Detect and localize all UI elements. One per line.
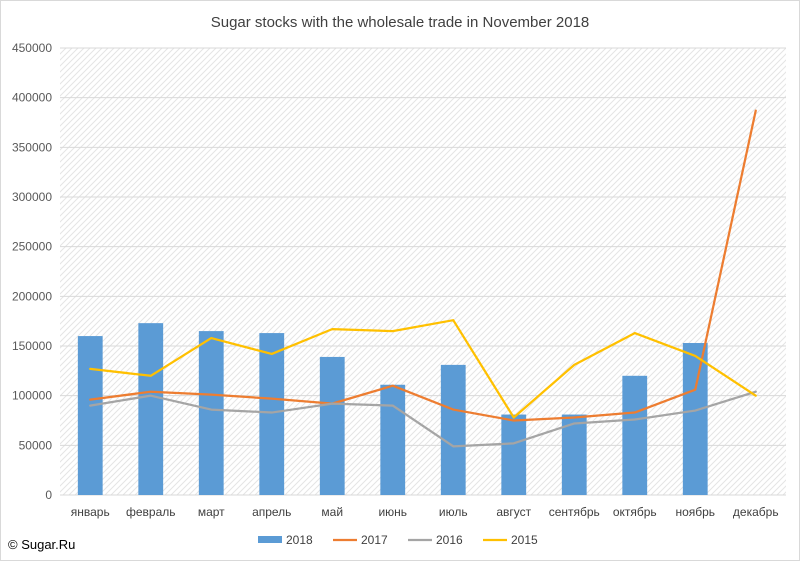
x-tick-label: апрель xyxy=(252,505,291,519)
legend-label-2016: 2016 xyxy=(436,533,463,547)
bar-2018 xyxy=(138,323,164,495)
x-tick-label: январь xyxy=(71,505,110,519)
y-tick-label: 50000 xyxy=(19,438,53,452)
legend: 2018 2017 2016 2015 xyxy=(258,533,538,547)
legend-label-2018: 2018 xyxy=(286,533,313,547)
bar-2018 xyxy=(440,364,466,495)
y-tick-label: 100000 xyxy=(12,389,52,403)
x-tick-label: март xyxy=(198,505,225,519)
line-series-2017 xyxy=(89,109,757,422)
chart-title: Sugar stocks with the wholesale trade in… xyxy=(211,14,590,31)
bar-2018 xyxy=(198,331,224,495)
legend-swatch-2018 xyxy=(258,536,282,543)
y-tick-label: 400000 xyxy=(12,91,52,105)
bar-2018 xyxy=(259,333,285,495)
x-tick-label: май xyxy=(321,505,343,519)
line-series-2016 xyxy=(89,390,757,448)
bar-2018 xyxy=(561,414,587,495)
x-tick-label: июль xyxy=(439,505,468,519)
line-series xyxy=(89,109,757,448)
line-series-2015 xyxy=(89,319,757,419)
x-tick-label: февраль xyxy=(126,505,176,519)
x-axis-ticks: январь февраль март апрель май июнь июль август… xyxy=(71,505,779,519)
bar-2018 xyxy=(501,414,527,495)
copyright-text: © Sugar.Ru xyxy=(8,537,76,552)
x-tick-label: ноябрь xyxy=(675,505,715,519)
y-tick-label: 150000 xyxy=(12,339,52,353)
x-tick-label: август xyxy=(496,505,531,519)
y-tick-label: 300000 xyxy=(12,190,52,204)
x-tick-label: декабрь xyxy=(733,505,779,519)
legend-label-2015: 2015 xyxy=(511,533,538,547)
legend-label-2017: 2017 xyxy=(361,533,388,547)
y-tick-label: 250000 xyxy=(12,240,52,254)
gridlines xyxy=(60,47,786,496)
bar-2018 xyxy=(380,384,406,495)
x-tick-label: сентябрь xyxy=(549,505,600,519)
x-tick-label: июнь xyxy=(378,505,407,519)
y-tick-label: 200000 xyxy=(12,289,52,303)
bar-series-2018 xyxy=(77,323,708,495)
plot-background xyxy=(60,48,786,495)
y-axis-ticks: 0 50000 100000 150000 200000 250000 300000 3500… xyxy=(12,41,52,502)
bar-2018 xyxy=(77,336,103,495)
y-tick-label: 350000 xyxy=(12,140,52,154)
x-tick-label: октябрь xyxy=(613,505,657,519)
plot-area xyxy=(60,48,786,495)
bar-2018 xyxy=(319,356,345,495)
y-tick-label: 0 xyxy=(45,488,52,502)
bar-2018 xyxy=(682,343,708,495)
y-tick-label: 450000 xyxy=(12,41,52,55)
bar-2018 xyxy=(622,375,648,495)
